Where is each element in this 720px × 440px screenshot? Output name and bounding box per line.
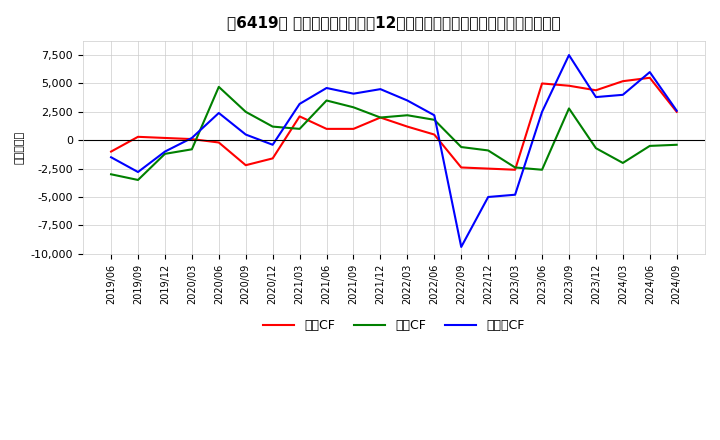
営業CF [538,81,546,86]
投資CF [323,98,331,103]
投資CF [457,144,466,150]
営業CF [457,165,466,170]
営業CF [618,79,627,84]
フリーCF [107,154,115,160]
営業CF [403,124,412,129]
投資CF [538,167,546,172]
Line: 営業CF: 営業CF [111,78,677,170]
フリーCF [645,70,654,75]
投資CF [403,113,412,118]
フリーCF [592,95,600,100]
営業CF [323,126,331,132]
営業CF [349,126,358,132]
フリーCF [510,192,519,198]
フリーCF [349,91,358,96]
営業CF [134,134,143,139]
投資CF [215,84,223,89]
フリーCF [269,142,277,147]
フリーCF [457,244,466,249]
フリーCF [538,109,546,114]
フリーCF [403,98,412,103]
Y-axis label: （百万円）: （百万円） [15,131,25,164]
投資CF [107,172,115,177]
投資CF [134,177,143,183]
投資CF [564,106,573,111]
投資CF [510,165,519,170]
営業CF [645,75,654,81]
営業CF [510,167,519,172]
フリーCF [134,169,143,175]
投資CF [269,124,277,129]
投資CF [295,126,304,132]
投資CF [592,146,600,151]
フリーCF [295,101,304,106]
投資CF [484,148,492,153]
営業CF [187,136,196,142]
フリーCF [430,113,438,118]
投資CF [241,109,250,114]
投資CF [618,160,627,165]
営業CF [672,109,681,114]
フリーCF [376,87,384,92]
営業CF [592,88,600,93]
営業CF [269,156,277,161]
Legend: 営業CF, 投資CF, フリーCF: 営業CF, 投資CF, フリーCF [258,314,530,337]
フリーCF [323,85,331,91]
Title: ［6419］ キャッシュフローの12か月移動合計の対前年同期増減額の推移: ［6419］ キャッシュフローの12か月移動合計の対前年同期増減額の推移 [227,15,561,30]
営業CF [376,115,384,120]
投資CF [376,115,384,120]
フリーCF [215,110,223,116]
営業CF [295,114,304,119]
営業CF [107,149,115,154]
フリーCF [241,132,250,137]
投資CF [187,147,196,152]
フリーCF [484,194,492,200]
フリーCF [672,108,681,114]
フリーCF [564,52,573,58]
フリーCF [161,149,169,154]
営業CF [484,166,492,171]
Line: フリーCF: フリーCF [111,55,677,247]
営業CF [161,136,169,141]
営業CF [430,132,438,137]
フリーCF [618,92,627,97]
投資CF [349,105,358,110]
投資CF [672,142,681,147]
Line: 投資CF: 投資CF [111,87,677,180]
営業CF [215,140,223,145]
フリーCF [187,136,196,141]
投資CF [430,117,438,122]
投資CF [161,151,169,157]
営業CF [241,162,250,168]
営業CF [564,83,573,88]
投資CF [645,143,654,149]
